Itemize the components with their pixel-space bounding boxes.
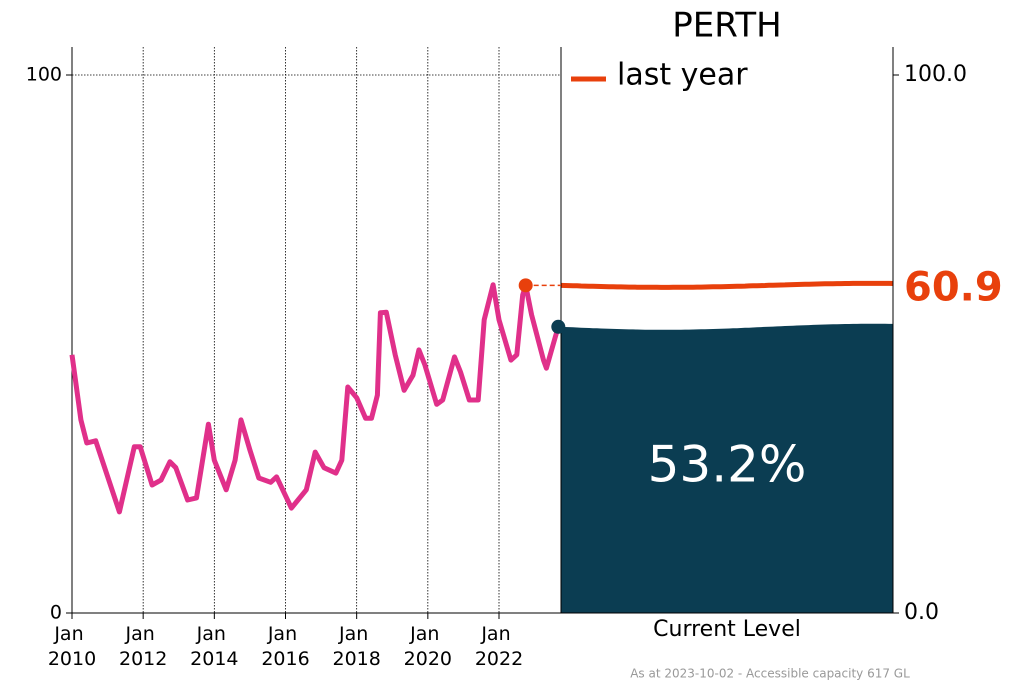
current-dot [551, 319, 566, 334]
x-tick-label: Jan 2014 [190, 623, 238, 670]
last-year-label: 60.9 [904, 264, 1003, 310]
legend-label: last year [617, 58, 748, 93]
current-level-label: 53.2% [648, 436, 807, 494]
panel-label: Current Level [653, 617, 801, 642]
x-tick-label: Jan 2012 [119, 623, 167, 670]
current-level-fill [561, 323, 893, 613]
y2-tick-label: 100.0 [904, 62, 967, 87]
x-tick-label: Jan 2020 [404, 623, 452, 670]
last-year-dot [518, 278, 533, 293]
x-tick-label: Jan 2018 [332, 623, 380, 670]
x-tick-label: Jan 2022 [475, 623, 523, 670]
footnote: As at 2023-10-02 - Accessible capacity 6… [630, 667, 910, 681]
series-line [69, 282, 561, 515]
y-tick-label: 0 [50, 602, 62, 624]
x-tick-label: Jan 2016 [261, 623, 309, 670]
chart-title: PERTH [672, 6, 781, 46]
y2-tick-label: 0.0 [904, 600, 939, 625]
y-tick-label: 100 [26, 64, 62, 86]
x-tick-label: Jan 2010 [48, 623, 96, 670]
last-year-line [560, 280, 894, 290]
